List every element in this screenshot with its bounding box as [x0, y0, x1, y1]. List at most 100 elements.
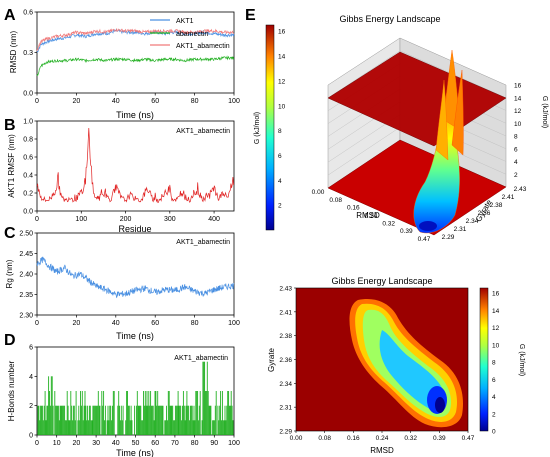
x-tick-label: 30 — [92, 440, 100, 447]
heatmap-x-tick-label: 0.24 — [376, 435, 389, 442]
heatmap-colorbar-tick-label: 4 — [492, 394, 496, 401]
heatmap-y-tick-label: 2.38 — [279, 333, 292, 340]
surface-z-tick-label: 16 — [514, 83, 522, 90]
rg-x-label: Time (ns) — [116, 331, 154, 341]
legend-label-akt1: AKT1 — [176, 18, 194, 25]
x-tick-label: 60 — [151, 440, 159, 447]
x-tick-label: 100 — [228, 98, 240, 105]
surface-x-tick-label: 0.32 — [382, 220, 395, 227]
panel-letter-a: A — [4, 7, 16, 24]
heatmap-colorbar-tick-label: 0 — [492, 429, 496, 436]
y-tick-label: 2.35 — [19, 292, 33, 299]
surface-colorbar-tick-label: 12 — [278, 78, 286, 85]
x-tick-label: 40 — [112, 98, 120, 105]
x-tick-label: 0 — [35, 320, 39, 327]
surface-y-tick-label: 2.29 — [442, 234, 455, 241]
panel-letter-c: C — [4, 225, 16, 242]
surface-x-tick-label: 0.24 — [365, 213, 378, 220]
surface-colorbar — [265, 24, 275, 231]
rmsd-plot-frame — [36, 11, 235, 94]
x-tick-label: 20 — [73, 440, 81, 447]
x-tick-label: 50 — [132, 440, 140, 447]
surface-x-tick-label: 0.39 — [400, 228, 413, 235]
heatmap-colorbar-tick-label: 14 — [492, 308, 500, 315]
x-tick-label: 200 — [120, 216, 132, 223]
x-tick-label: 10 — [53, 440, 61, 447]
heatmap-y-tick-label: 2.34 — [279, 381, 292, 388]
x-tick-label: 100 — [228, 440, 240, 447]
rmsd-legend: AKT1 abamectin AKT1_abamectin — [150, 18, 230, 50]
surface-z-tick-label: 4 — [514, 159, 518, 166]
y-tick-label: 2 — [29, 403, 33, 410]
surface-x-tick-label: 0.47 — [418, 236, 431, 243]
y-tick-label: 0.4 — [23, 173, 33, 180]
y-tick-label: 2.50 — [19, 231, 33, 238]
surface-colorbar-tick-label: 10 — [278, 103, 286, 110]
gibbs-heatmap-chart: Gibbs Energy Landscape 0.00 0.08 0.16 0.24 0… — [267, 276, 525, 455]
surface-colorbar-tick-label: 4 — [278, 178, 282, 185]
heatmap-global-minimum — [435, 397, 445, 413]
series-line-rmsf — [36, 127, 234, 204]
series-line-abamectin — [36, 55, 235, 77]
heatmap-colorbar-tick-label: 2 — [492, 411, 496, 418]
y-tick-label: 1.0 — [23, 119, 33, 126]
surface-y-tick-label: 2.38 — [490, 202, 503, 209]
surface-z-label: G (kJ/mol) — [541, 96, 548, 128]
heatmap-x-tick-label: 0.08 — [318, 435, 331, 442]
heatmap-y-label: Gyrate — [267, 347, 276, 372]
surface-z-tick-label: 12 — [514, 108, 522, 115]
surface-spike-3 — [451, 69, 464, 156]
rg-chart: 0 20 40 60 80 100 2.30 2.35 2.40 2.45 2.50 AKT1_a… — [5, 231, 240, 342]
surface-y-tick-label: 2.34 — [466, 218, 479, 225]
rmsf-y-label: AKT1 RMSF (nm) — [7, 134, 16, 198]
surface-x-tick-label: 0.00 — [312, 189, 325, 196]
hbonds-chart: 0 10 20 30 40 50 60 70 80 90 100 0 2 4 6 AKT1_abamect… — [7, 345, 240, 457]
heatmap-colorbar-tick-label: 16 — [492, 291, 500, 298]
surface-colorbar-tick-label: 14 — [278, 54, 286, 61]
y-tick-label: 0.3 — [23, 50, 33, 57]
x-tick-label: 40 — [112, 320, 120, 327]
heatmap-x-tick-label: 0.47 — [462, 435, 475, 442]
surface-colorbar-label: G (kJ/mol) — [254, 112, 261, 144]
x-tick-label: 60 — [151, 98, 159, 105]
y-tick-label: 2.40 — [19, 272, 33, 279]
x-tick-label: 0 — [35, 98, 39, 105]
series-line-akt1 — [36, 28, 235, 53]
y-tick-label: 0.6 — [23, 155, 33, 162]
heatmap-x-tick-label: 0.16 — [347, 435, 360, 442]
x-tick-label: 20 — [73, 98, 81, 105]
heatmap-y-tick-label: 2.29 — [279, 429, 292, 436]
panel-letter-b: B — [4, 117, 16, 134]
hbonds-x-label: Time (ns) — [116, 448, 154, 457]
heatmap-y-tick-label: 2.36 — [279, 357, 292, 364]
hbonds-y-label: H-Bonds number — [7, 360, 16, 421]
y-tick-label: 4 — [29, 374, 33, 381]
x-tick-label: 90 — [210, 440, 218, 447]
rmsf-x-label: Residue — [118, 224, 151, 234]
y-tick-label: 0.2 — [23, 191, 33, 198]
gibbs-surface-chart: Gibbs Energy Landscape 0.00 0.08 0.16 0.24 0… — [254, 14, 548, 243]
heatmap-x-tick-label: 0.32 — [404, 435, 417, 442]
series-line-akt1-abamectin — [36, 28, 235, 51]
surface-floor — [327, 139, 507, 236]
x-tick-label: 40 — [112, 440, 120, 447]
rmsf-panel-label: AKT1_abamectin — [176, 128, 230, 135]
y-tick-label: 2.30 — [19, 313, 33, 320]
x-tick-label: 100 — [75, 216, 87, 223]
x-tick-label: 300 — [164, 216, 176, 223]
x-tick-label: 100 — [228, 320, 240, 327]
heatmap-colorbar — [479, 287, 489, 432]
surface-x-tick-label: 0.08 — [329, 197, 342, 204]
heatmap-basin — [349, 299, 464, 428]
y-tick-label: 0.8 — [23, 137, 33, 144]
surface-y-tick-label: 2.43 — [514, 186, 527, 193]
x-tick-label: 80 — [191, 440, 199, 447]
rmsf-chart: 0 100 200 300 400 0.0 0.2 0.4 0.6 0.8 1.0 AKT1_ab… — [7, 119, 235, 234]
rmsd-y-label: RMSD (nm) — [9, 31, 18, 74]
surface-x-label: RMSD — [356, 211, 380, 220]
y-tick-label: 0.0 — [23, 209, 33, 216]
grid-line — [327, 127, 401, 176]
heatmap-x-label: RMSD — [370, 446, 394, 455]
surface-z-tick-label: 2 — [514, 172, 518, 179]
